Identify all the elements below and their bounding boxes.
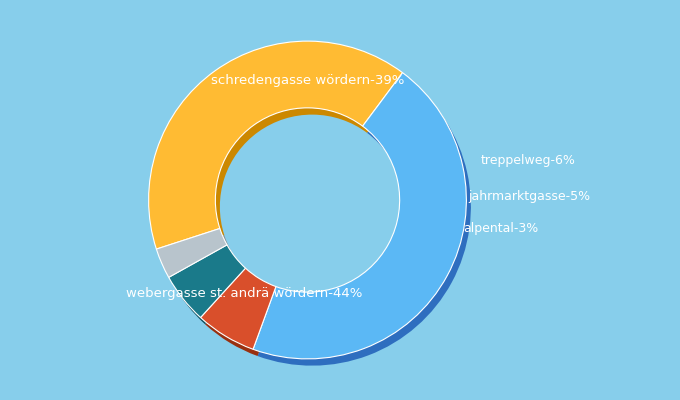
- Wedge shape: [253, 73, 466, 359]
- Text: treppelweg-6%: treppelweg-6%: [481, 154, 576, 167]
- Wedge shape: [156, 228, 227, 277]
- Wedge shape: [153, 48, 407, 256]
- Wedge shape: [149, 41, 403, 249]
- Text: alpental-3%: alpental-3%: [463, 222, 538, 235]
- Wedge shape: [205, 275, 280, 356]
- Wedge shape: [169, 245, 245, 318]
- Text: webergasse st. andrä wördern-44%: webergasse st. andrä wördern-44%: [126, 287, 362, 300]
- Wedge shape: [201, 268, 276, 349]
- Wedge shape: [173, 252, 250, 324]
- Text: schredengasse wördern-39%: schredengasse wördern-39%: [211, 74, 404, 87]
- Wedge shape: [161, 235, 231, 284]
- Text: jahrmarktgasse-5%: jahrmarktgasse-5%: [469, 190, 590, 203]
- Wedge shape: [258, 80, 471, 366]
